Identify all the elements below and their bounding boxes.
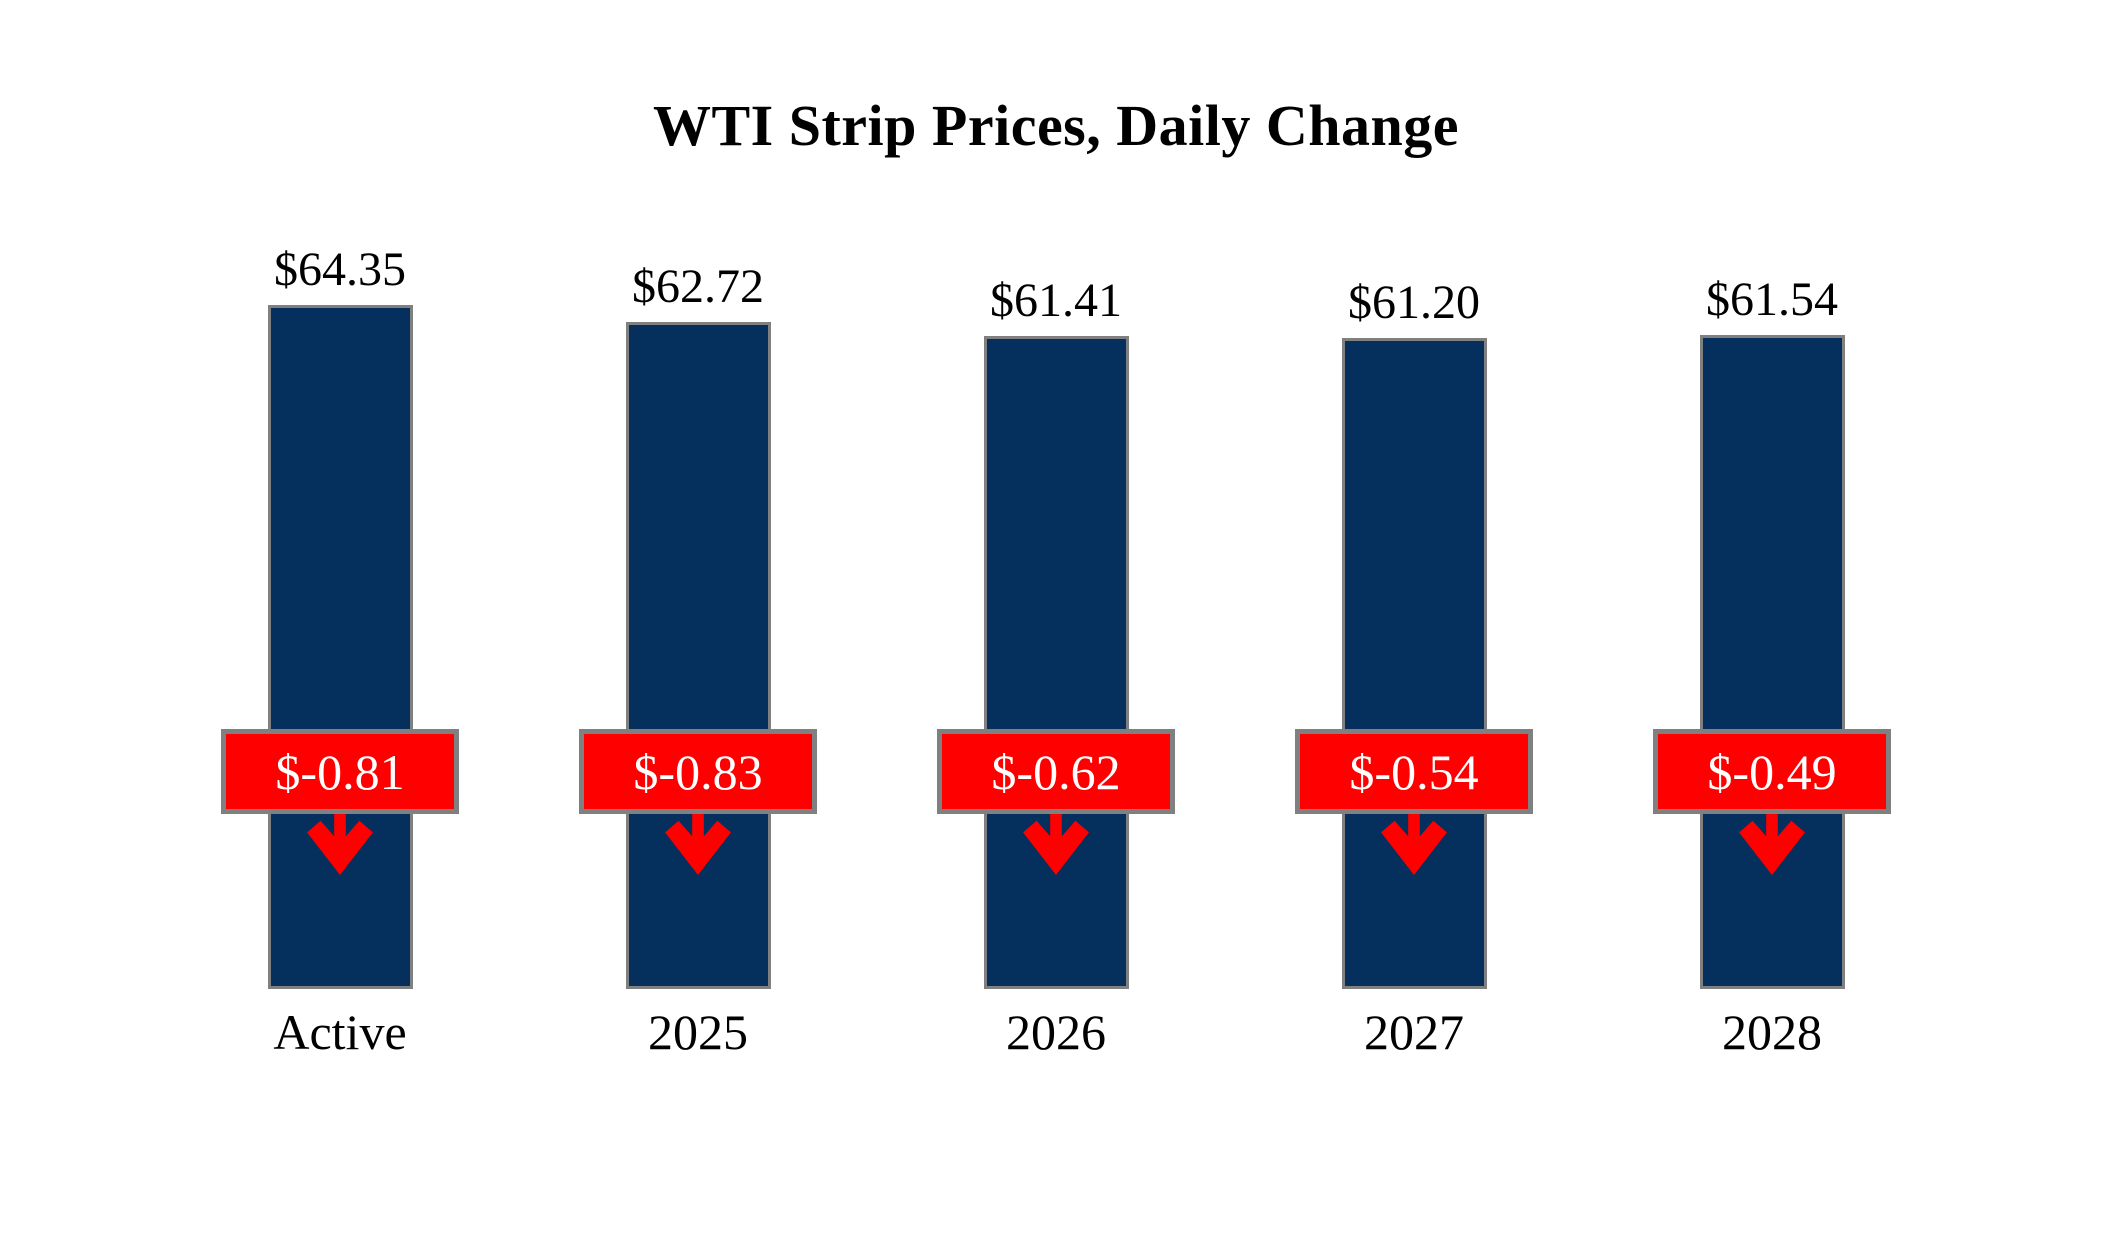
bar-column-active: $64.35 $-0.81 — [161, 209, 519, 989]
price-label: $64.35 — [274, 243, 406, 296]
category-label: Active — [273, 1004, 407, 1060]
bar-column-2025: $62.72 $-0.83 — [519, 209, 877, 989]
change-label: $-0.83 — [633, 743, 763, 800]
change-badge: $-0.49 — [1653, 729, 1891, 814]
bar-column-2027: $61.20 $-0.54 — [1235, 209, 1593, 989]
price-label: $61.54 — [1706, 273, 1838, 326]
category-label: 2025 — [648, 1004, 748, 1060]
change-badge: $-0.62 — [937, 729, 1175, 814]
down-arrow-icon — [1381, 813, 1447, 875]
bar-column-2028: $61.54 $-0.49 — [1593, 209, 1951, 989]
category-label: 2026 — [1006, 1004, 1106, 1060]
price-label: $62.72 — [632, 260, 764, 313]
bar — [1341, 338, 1487, 989]
category-axis: Active 2025 2026 2027 2028 — [161, 1003, 1951, 1061]
down-arrow-icon — [665, 813, 731, 875]
price-label: $61.20 — [1348, 276, 1480, 329]
change-label: $-0.81 — [275, 743, 405, 800]
change-badge: $-0.81 — [221, 729, 459, 814]
down-arrow-icon — [1023, 813, 1089, 875]
change-label: $-0.54 — [1349, 743, 1479, 800]
bar — [625, 322, 771, 989]
change-label: $-0.62 — [991, 743, 1121, 800]
down-arrow-icon — [1739, 813, 1805, 875]
bar — [1699, 335, 1845, 989]
price-label: $61.41 — [990, 274, 1122, 327]
bar — [983, 336, 1129, 989]
chart-title: WTI Strip Prices, Daily Change — [652, 93, 1460, 158]
change-label: $-0.49 — [1707, 743, 1837, 800]
bar-column-2026: $61.41 $-0.62 — [877, 209, 1235, 989]
category-label: 2027 — [1364, 1004, 1464, 1060]
category-label: 2028 — [1722, 1004, 1822, 1060]
down-arrow-icon — [307, 813, 373, 875]
change-badge: $-0.83 — [579, 729, 817, 814]
bar-chart: $64.35 $-0.81 $62.72 $-0.83 $61.41 $-0.6… — [161, 209, 1951, 989]
change-badge: $-0.54 — [1295, 729, 1533, 814]
bar — [267, 305, 413, 989]
